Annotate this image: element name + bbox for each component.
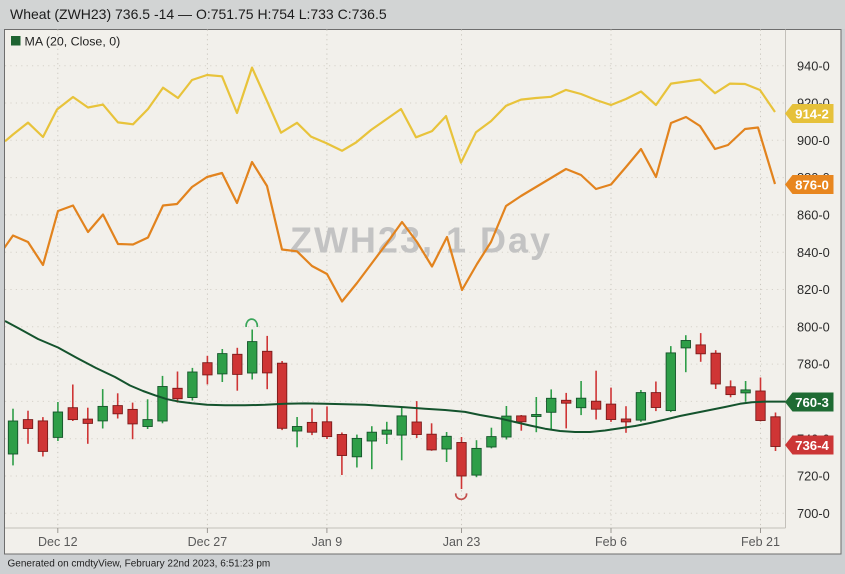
svg-text:860-0: 860-0 bbox=[797, 208, 830, 223]
svg-text:876-0: 876-0 bbox=[795, 178, 829, 193]
svg-text:Feb 21: Feb 21 bbox=[741, 535, 780, 549]
svg-text:Wheat (ZWH23) 736.5 -14 — O:75: Wheat (ZWH23) 736.5 -14 — O:751.75 H:754… bbox=[10, 6, 387, 22]
svg-text:940-0: 940-0 bbox=[797, 58, 830, 73]
svg-text:Dec 27: Dec 27 bbox=[188, 535, 228, 549]
svg-text:Generated on cmdtyView, Februa: Generated on cmdtyView, February 22nd 20… bbox=[8, 559, 271, 570]
svg-text:ZWH23, 1 Day: ZWH23, 1 Day bbox=[290, 220, 552, 261]
svg-text:914-2: 914-2 bbox=[795, 107, 829, 122]
svg-text:MA (20, Close, 0): MA (20, Close, 0) bbox=[25, 35, 121, 49]
svg-text:736-4: 736-4 bbox=[795, 438, 829, 453]
svg-text:780-0: 780-0 bbox=[797, 357, 830, 372]
svg-text:760-3: 760-3 bbox=[795, 395, 829, 410]
svg-text:Dec 12: Dec 12 bbox=[38, 535, 78, 549]
svg-text:840-0: 840-0 bbox=[797, 245, 830, 260]
svg-text:Jan 23: Jan 23 bbox=[443, 535, 481, 549]
svg-text:720-0: 720-0 bbox=[797, 469, 830, 484]
svg-text:820-0: 820-0 bbox=[797, 282, 830, 297]
svg-text:800-0: 800-0 bbox=[797, 319, 830, 334]
svg-text:700-0: 700-0 bbox=[797, 506, 830, 521]
svg-text:900-0: 900-0 bbox=[797, 133, 830, 148]
svg-text:Jan 9: Jan 9 bbox=[312, 535, 343, 549]
svg-text:Feb 6: Feb 6 bbox=[595, 535, 627, 549]
